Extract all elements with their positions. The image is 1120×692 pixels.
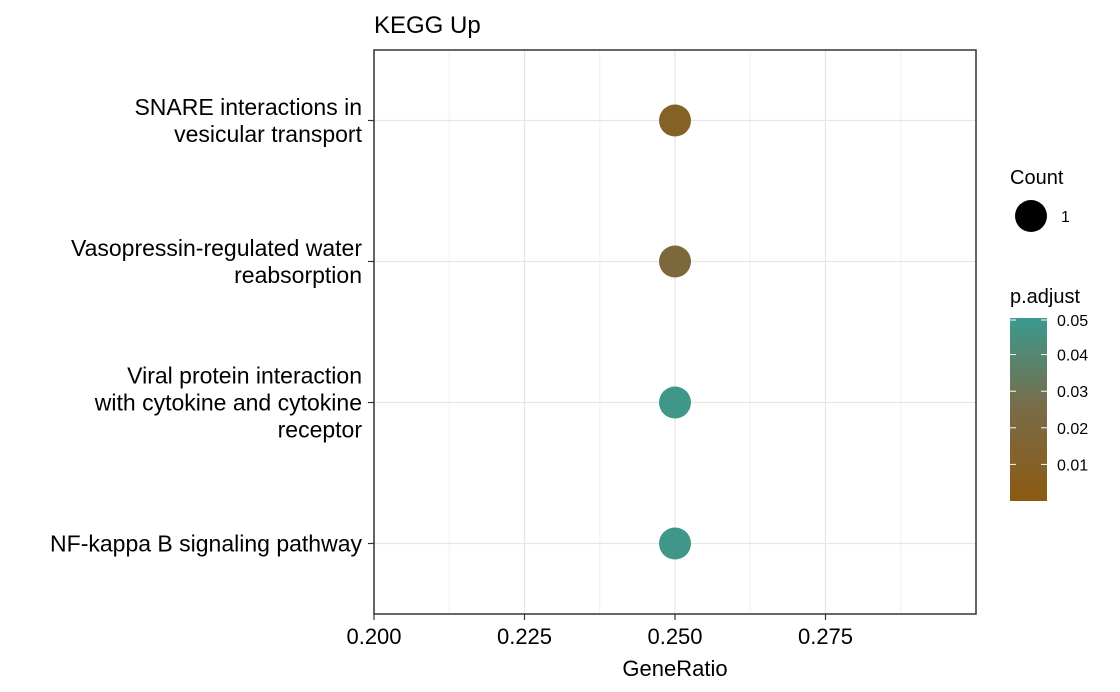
legend-padjust-title: p.adjust [1010,286,1080,308]
y-tick-label: NF-kappa B signaling pathway [50,531,362,557]
colorbar-tick-label: 0.04 [1057,348,1088,365]
chart-title: KEGG Up [374,12,481,39]
data-point [659,527,691,560]
legend-count: Count 1 [1010,167,1070,232]
y-tick-label: SNARE interactions in vesicular transport [134,94,362,147]
legend-count-label: 1 [1061,209,1070,226]
y-tick-label-line: receptor [278,417,363,443]
x-axis-title: GeneRatio [622,656,727,681]
data-point [659,104,691,137]
data-point [659,245,691,278]
x-tick-label: 0.225 [497,624,552,649]
colorbar-tick-label: 0.03 [1057,384,1088,401]
y-tick-label-line: reabsorption [234,262,362,288]
y-axis: SNARE interactions in vesicular transport… [50,94,374,557]
y-tick-label-line: with cytokine and cytokine [94,390,362,416]
data-point [659,386,691,419]
colorbar-tick-label: 0.01 [1057,457,1088,474]
y-tick-label-line: vesicular transport [174,121,363,147]
x-tick-label: 0.275 [798,624,853,649]
y-tick-label-line: NF-kappa B signaling pathway [50,531,362,557]
y-tick-label: Vasopressin-regulated water reabsorption [71,235,362,288]
colorbar-tick-label: 0.05 [1057,313,1088,330]
legend-count-title: Count [1010,167,1064,189]
y-tick-label-line: Viral protein interaction [127,363,362,389]
y-tick-label-line: SNARE interactions in [134,94,362,120]
x-tick-label: 0.250 [647,624,702,649]
x-tick-label: 0.200 [346,624,401,649]
y-tick-label-line: Vasopressin-regulated water [71,235,362,261]
legend-count-swatch [1015,200,1047,232]
data-points [659,104,691,560]
colorbar-tick-label: 0.02 [1057,421,1088,438]
legend-padjust: p.adjust 0.05 0.04 0.03 0.02 0.01 [1010,286,1088,501]
y-tick-label: Viral protein interaction with cytokine a… [94,363,363,443]
legend-padjust-colorbar [1010,318,1047,501]
x-axis: 0.200 0.225 0.250 0.275 [346,614,853,649]
